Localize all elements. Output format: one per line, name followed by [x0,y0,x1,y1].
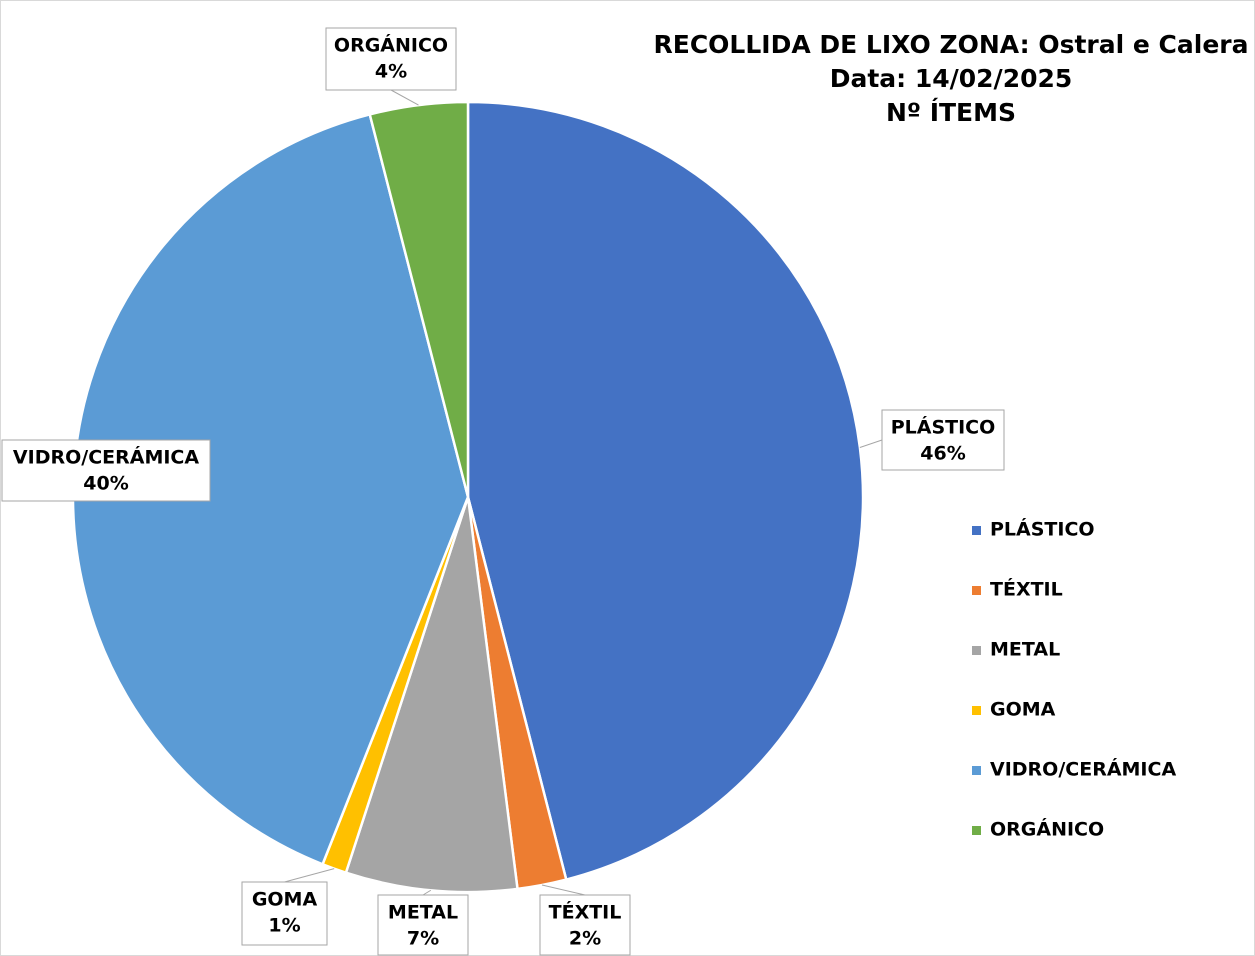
legend-swatch [972,706,981,715]
slice-label: PLÁSTICO [891,416,996,439]
legend-label: METAL [990,639,1060,661]
label-box [377,894,469,956]
leader-line [541,884,586,896]
chart-title: Data: 14/02/2025 [830,64,1073,93]
leader-line [422,889,432,896]
value-label: 46% [920,443,965,465]
legend-swatch [972,586,981,595]
slice-label: ORGÁNICO [334,34,448,57]
leader-line [390,89,419,106]
label-box [325,27,457,91]
label-box [1,439,211,502]
legend-swatch [972,646,981,655]
legend-label: PLÁSTICO [990,518,1095,541]
value-label: 2% [569,928,601,950]
value-label: 40% [83,473,128,495]
pie-slice [466,100,865,882]
chart-title: Nº ÍTEMS [886,98,1016,127]
slice-label: METAL [388,902,458,924]
label-box [539,894,631,956]
value-label: 4% [375,61,407,83]
value-label: 7% [407,928,439,950]
slice-label: VIDRO/CERÁMICA [13,446,199,469]
value-label: 1% [268,915,300,937]
legend-swatch [972,526,981,535]
slice-label: TÉXTIL [549,901,622,924]
legend-label: ORGÁNICO [990,818,1104,841]
leader-line [859,439,883,448]
slice-label: GOMA [252,889,318,911]
legend-label: GOMA [990,699,1056,721]
legend-swatch [972,766,981,775]
legend-label: VIDRO/CERÁMICA [990,758,1176,781]
legend-label: TÉXTIL [990,578,1063,601]
pie-slice [344,496,519,894]
label-box [881,409,1005,471]
leader-line [284,868,335,883]
label-box [241,881,328,946]
legend-swatch [972,826,981,835]
chart-title: RECOLLIDA DE LIXO ZONA: Ostral e Calera [654,30,1249,59]
